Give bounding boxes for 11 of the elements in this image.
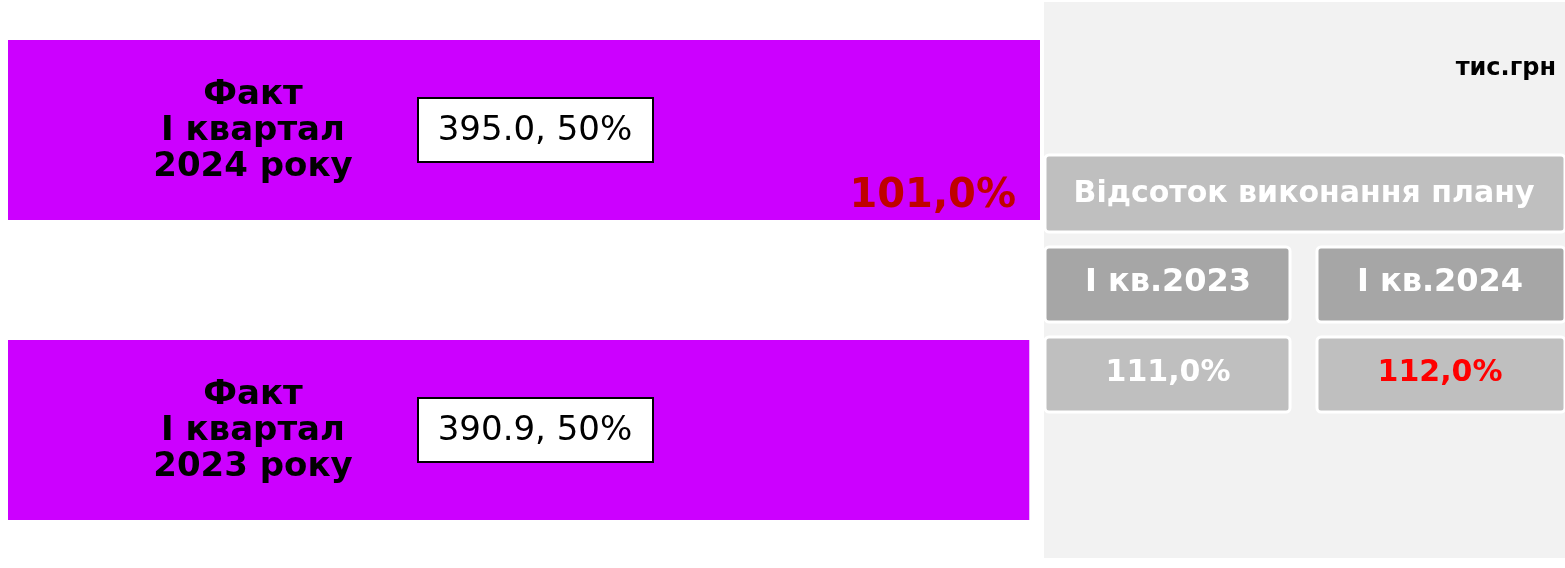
y-tick-label: Факт І квартал 2023 року <box>153 372 353 484</box>
text: Відсоток виконання плану <box>1073 174 1535 209</box>
text: тис.грн <box>1455 53 1556 81</box>
y-tick-label: Факт І квартал 2024 року <box>153 72 353 184</box>
data-label: 390.9, 50% <box>437 408 633 448</box>
text: 111,0% <box>1105 353 1231 388</box>
text: 112,0% <box>1377 353 1503 388</box>
text: І кв.2024 <box>1356 261 1524 299</box>
data-label: 395.0, 50% <box>437 108 633 148</box>
text: І кв.2023 <box>1084 261 1252 299</box>
annotation: 101,0% <box>849 170 1016 216</box>
